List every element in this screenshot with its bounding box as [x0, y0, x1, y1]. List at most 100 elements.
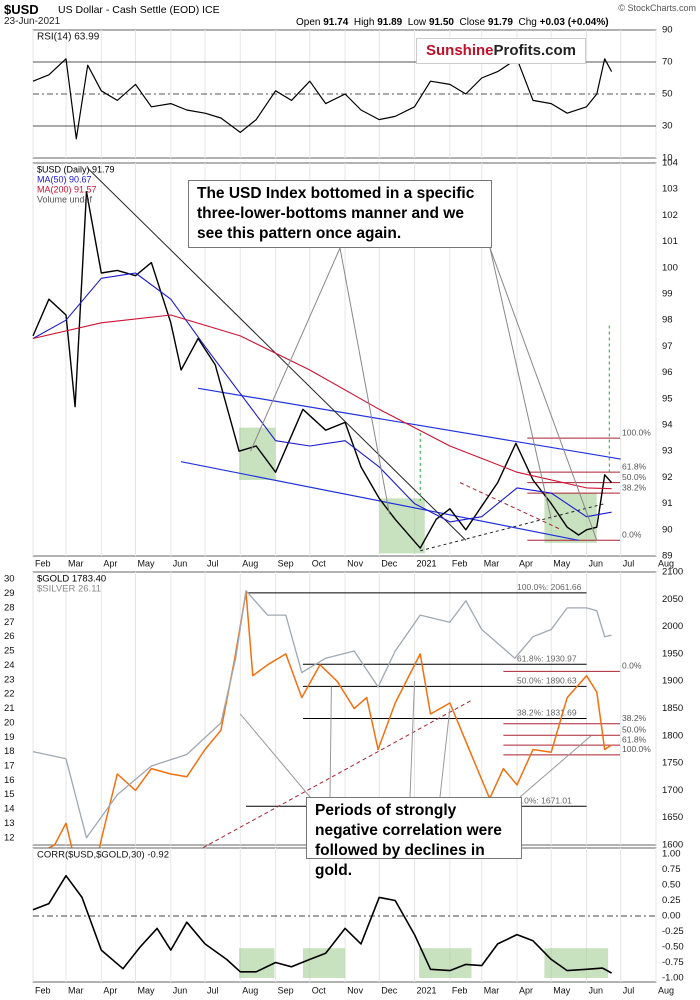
- usd-y-tick-3: 101: [662, 236, 678, 247]
- chg-value: +0.03 (+0.04%): [539, 17, 609, 28]
- gold-y-right-tick-10: 1600: [662, 840, 683, 851]
- chart-date: 23-Jun-2021: [4, 16, 61, 27]
- usd-fib-label-2: 50.0%: [622, 472, 647, 482]
- usd-red-dashed: [459, 482, 562, 531]
- usd-fib-label-4: 0.0%: [622, 530, 642, 540]
- corr-highlight-0: [239, 948, 275, 978]
- corr-y-tick-4: 0.00: [662, 911, 681, 922]
- corr-y-tick-5: -0.25: [662, 926, 684, 937]
- gold-y-right-tick-4: 1900: [662, 676, 683, 687]
- usd-x-tick-13: Mar: [484, 558, 500, 568]
- corr-x-tick-8: Oct: [312, 985, 327, 995]
- usd-y-tick-5: 99: [662, 289, 673, 300]
- rsi-y-tick-2: 50: [662, 89, 673, 100]
- gold-y-left-tick-9: 21: [4, 703, 15, 714]
- usd-x-tick-16: Jun: [589, 558, 604, 568]
- corr-x-tick-18: Aug: [658, 985, 674, 995]
- gold-fib-label-1: 61.8%: 1930.97: [517, 654, 577, 664]
- gold-y-right-tick-0: 2100: [662, 567, 683, 578]
- logo-part-2: Profits.com: [493, 42, 577, 59]
- open-label: Open: [296, 17, 321, 28]
- usd-y-tick-0: 104: [662, 158, 678, 169]
- usd-support-dashed: [420, 503, 605, 552]
- high-label: High: [353, 17, 375, 28]
- corr-line: [32, 874, 612, 974]
- usd-fib-label-3: 38.2%: [622, 482, 647, 492]
- usd-y-tick-2: 102: [662, 210, 678, 221]
- gold-y-left-tick-12: 18: [4, 746, 15, 757]
- ohlc-readout: Open 91.74 High 91.89 Low 91.50 Close 91…: [296, 17, 609, 28]
- corr-x-tick-11: 2021: [417, 985, 437, 995]
- corr-x-tick-15: May: [553, 985, 571, 995]
- usd-y-tick-9: 95: [662, 393, 673, 404]
- gold-callout-pointer-4: [519, 735, 592, 798]
- gold-y-left-tick-16: 14: [4, 804, 15, 815]
- gold-series-line: [32, 591, 613, 913]
- usd-x-tick-15: May: [553, 558, 571, 568]
- usd-series-price: [32, 191, 613, 549]
- gold-y-right-tick-7: 1750: [662, 758, 683, 769]
- usd-x-tick-10: Dec: [381, 558, 398, 568]
- corr-highlight-1: [302, 948, 346, 978]
- usd-x-tick-11: 2021: [417, 558, 437, 568]
- gold-y-right-tick-5: 1850: [662, 703, 683, 714]
- corr-x-tick-6: Aug: [242, 985, 258, 995]
- corr-x-tick-16: Jun: [589, 985, 604, 995]
- corr-x-tick-4: Jun: [173, 985, 188, 995]
- corr-x-tick-9: Nov: [347, 985, 364, 995]
- gold-y-left-tick-0: 30: [4, 574, 15, 585]
- usd-fib-label-1: 61.8%: [622, 461, 647, 471]
- corr-x-tick-13: Mar: [484, 985, 500, 995]
- gold-y-left-tick-10: 20: [4, 717, 15, 728]
- usd-callout-pointer-3: [489, 247, 552, 520]
- gold-y-left-tick-4: 26: [4, 631, 15, 642]
- usd-legend-3: Volume undef: [37, 194, 93, 204]
- gold-fib-label-0: 100.0%: 2061.66: [517, 582, 582, 592]
- corr-x-tick-12: Feb: [452, 985, 468, 995]
- usd-channel-upper: [198, 387, 621, 460]
- corr-y-tick-8: -1.00: [662, 973, 684, 984]
- usd-x-tick-2: Apr: [103, 558, 117, 568]
- gold-callout-pointer-0: [239, 713, 311, 798]
- rsi-y-tick-0: 90: [662, 25, 673, 36]
- gold-fib-label-3: 38.2%: 1831.69: [517, 708, 577, 718]
- usd-y-tick-7: 97: [662, 341, 673, 352]
- gold-y-left-tick-8: 22: [4, 689, 15, 700]
- usd-x-tick-1: Mar: [68, 558, 84, 568]
- usd-x-tick-14: Apr: [519, 558, 533, 568]
- gold-right-fib-label-1: 38.2%: [622, 713, 647, 723]
- usd-x-tick-17: Jul: [623, 558, 635, 568]
- gold-right-fib-label-0: 0.0%: [622, 661, 642, 671]
- corr-x-tick-7: Sep: [278, 985, 294, 995]
- usd-y-tick-4: 100: [662, 262, 678, 273]
- usd-y-tick-14: 90: [662, 524, 673, 535]
- usd-y-tick-15: 89: [662, 551, 673, 562]
- usd-callout-pointer-0: [250, 247, 341, 452]
- gold-y-left-tick-18: 12: [4, 832, 15, 843]
- corr-x-tick-2: Apr: [103, 985, 117, 995]
- usd-x-tick-12: Feb: [452, 558, 468, 568]
- gold-right-fib-label-2: 50.0%: [622, 725, 647, 735]
- usd-channel-lower: [180, 461, 579, 541]
- rsi-y-tick-4: 10: [662, 153, 673, 164]
- gold-y-left-tick-13: 17: [4, 760, 15, 771]
- usd-y-tick-8: 96: [662, 367, 673, 378]
- low-value: 91.50: [428, 17, 454, 28]
- low-label: Low: [407, 17, 427, 28]
- rsi-y-tick-3: 30: [662, 121, 673, 132]
- corr-y-tick-7: -0.75: [662, 957, 684, 968]
- gold-legend-0: $GOLD 1783.40: [37, 574, 106, 585]
- usd-y-tick-10: 94: [662, 420, 673, 431]
- usd-x-tick-7: Sep: [278, 558, 294, 568]
- gold-y-left-tick-5: 25: [4, 646, 15, 657]
- corr-x-tick-14: Apr: [519, 985, 533, 995]
- usd-series-ma200: [32, 314, 612, 490]
- usd-fib-label-0: 100.0%: [622, 427, 651, 437]
- gold-fib-label-4: 0.0%: 1671.01: [517, 795, 572, 805]
- usd-y-tick-13: 91: [662, 498, 673, 509]
- usd-x-tick-3: May: [138, 558, 156, 568]
- gold-y-left-tick-7: 23: [4, 674, 15, 685]
- gold-y-right-tick-3: 1950: [662, 648, 683, 659]
- usd-x-tick-6: Aug: [242, 558, 258, 568]
